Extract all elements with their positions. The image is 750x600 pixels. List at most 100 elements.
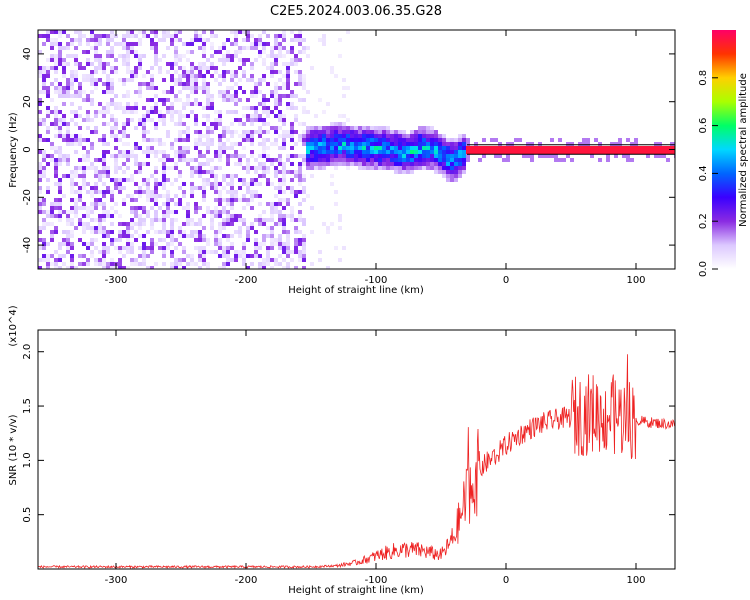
heatmap-cell bbox=[126, 70, 130, 74]
heatmap-cell bbox=[130, 46, 134, 50]
heatmap-cell bbox=[298, 178, 302, 182]
heatmap-cell bbox=[258, 102, 262, 106]
heatmap-cell bbox=[290, 126, 294, 130]
heatmap-cell bbox=[610, 142, 614, 146]
heatmap-cell bbox=[46, 70, 50, 74]
heatmap-cell bbox=[174, 138, 178, 142]
heatmap-cell bbox=[278, 114, 282, 118]
heatmap-cell bbox=[166, 202, 170, 206]
heatmap-cell bbox=[202, 38, 206, 42]
heatmap-cell bbox=[42, 66, 46, 70]
heatmap-cell bbox=[202, 114, 206, 118]
heatmap-cell bbox=[606, 158, 610, 162]
heatmap-cell bbox=[162, 238, 166, 242]
heatmap-cell bbox=[266, 110, 270, 114]
heatmap-cell bbox=[350, 126, 354, 130]
heatmap-cell bbox=[38, 162, 42, 166]
heatmap-cell bbox=[470, 146, 474, 150]
heatmap-cell bbox=[382, 154, 386, 158]
heatmap-cell bbox=[90, 206, 94, 210]
heatmap-cell bbox=[50, 238, 54, 242]
heatmap-cell bbox=[278, 246, 282, 250]
heatmap-cell bbox=[138, 66, 142, 70]
heatmap-cell bbox=[182, 138, 186, 142]
heatmap-cell bbox=[82, 74, 86, 78]
heatmap-cell bbox=[206, 98, 210, 102]
heatmap-cell bbox=[90, 98, 94, 102]
heatmap-cell bbox=[262, 130, 266, 134]
heatmap-cell bbox=[286, 102, 290, 106]
heatmap-cell bbox=[66, 126, 70, 130]
heatmap-cell bbox=[274, 242, 278, 246]
heatmap-cell bbox=[82, 174, 86, 178]
heatmap-cell bbox=[226, 238, 230, 242]
heatmap-cell bbox=[98, 58, 102, 62]
heatmap-cell bbox=[46, 154, 50, 158]
heatmap-cell bbox=[242, 70, 246, 74]
heatmap-cell bbox=[158, 70, 162, 74]
heatmap-cell bbox=[374, 154, 378, 158]
x-tick-label: -100 bbox=[365, 275, 388, 286]
heatmap-cell bbox=[106, 90, 110, 94]
heatmap-cell bbox=[130, 70, 134, 74]
heatmap-cell bbox=[566, 142, 570, 146]
heatmap-cell bbox=[178, 58, 182, 62]
heatmap-cell bbox=[94, 38, 98, 42]
heatmap-cell bbox=[322, 154, 326, 158]
heatmap-cell bbox=[62, 118, 66, 122]
heatmap-cell bbox=[98, 218, 102, 222]
heatmap-cell bbox=[442, 146, 446, 150]
heatmap-cell bbox=[86, 78, 90, 82]
heatmap-cell bbox=[250, 142, 254, 146]
heatmap-cell bbox=[134, 258, 138, 262]
heatmap-cell bbox=[362, 142, 366, 146]
heatmap-cell bbox=[614, 150, 618, 154]
heatmap-cell bbox=[250, 130, 254, 134]
heatmap-cell bbox=[422, 142, 426, 146]
heatmap-cell bbox=[582, 146, 586, 150]
heatmap-cell bbox=[474, 150, 478, 154]
heatmap-cell bbox=[554, 150, 558, 154]
heatmap-cell bbox=[382, 158, 386, 162]
heatmap-cell bbox=[270, 242, 274, 246]
heatmap-cell bbox=[154, 126, 158, 130]
heatmap-cell bbox=[386, 150, 390, 154]
heatmap-cell bbox=[178, 202, 182, 206]
heatmap-cell bbox=[238, 250, 242, 254]
heatmap-cell bbox=[138, 226, 142, 230]
heatmap-cell bbox=[266, 182, 270, 186]
heatmap-cell bbox=[94, 82, 98, 86]
heatmap-cell bbox=[170, 198, 174, 202]
heatmap-cell bbox=[438, 146, 442, 150]
heatmap-cell bbox=[82, 214, 86, 218]
heatmap-cell bbox=[226, 50, 230, 54]
heatmap-cell bbox=[82, 166, 86, 170]
heatmap-cell bbox=[178, 242, 182, 246]
heatmap-cell bbox=[98, 42, 102, 46]
heatmap-cell bbox=[274, 194, 278, 198]
heatmap-cell bbox=[122, 130, 126, 134]
heatmap-cell bbox=[166, 246, 170, 250]
heatmap-cell bbox=[74, 166, 78, 170]
heatmap-cell bbox=[242, 74, 246, 78]
heatmap-cell bbox=[238, 50, 242, 54]
heatmap-cell bbox=[334, 130, 338, 134]
heatmap-cell bbox=[42, 154, 46, 158]
heatmap-cell bbox=[234, 94, 238, 98]
heatmap-cell bbox=[186, 102, 190, 106]
heatmap-cell bbox=[226, 58, 230, 62]
heatmap-cell bbox=[90, 90, 94, 94]
heatmap-cell bbox=[530, 146, 534, 150]
heatmap-cell bbox=[106, 166, 110, 170]
heatmap-cell bbox=[594, 138, 598, 142]
heatmap-cell bbox=[134, 74, 138, 78]
heatmap-cell bbox=[202, 62, 206, 66]
heatmap-cell bbox=[298, 214, 302, 218]
heatmap-cell bbox=[282, 30, 286, 34]
heatmap-cell bbox=[166, 154, 170, 158]
heatmap-cell bbox=[214, 110, 218, 114]
heatmap-cell bbox=[102, 262, 106, 266]
heatmap-cell bbox=[190, 78, 194, 82]
heatmap-cell bbox=[110, 238, 114, 242]
heatmap-cell bbox=[270, 230, 274, 234]
